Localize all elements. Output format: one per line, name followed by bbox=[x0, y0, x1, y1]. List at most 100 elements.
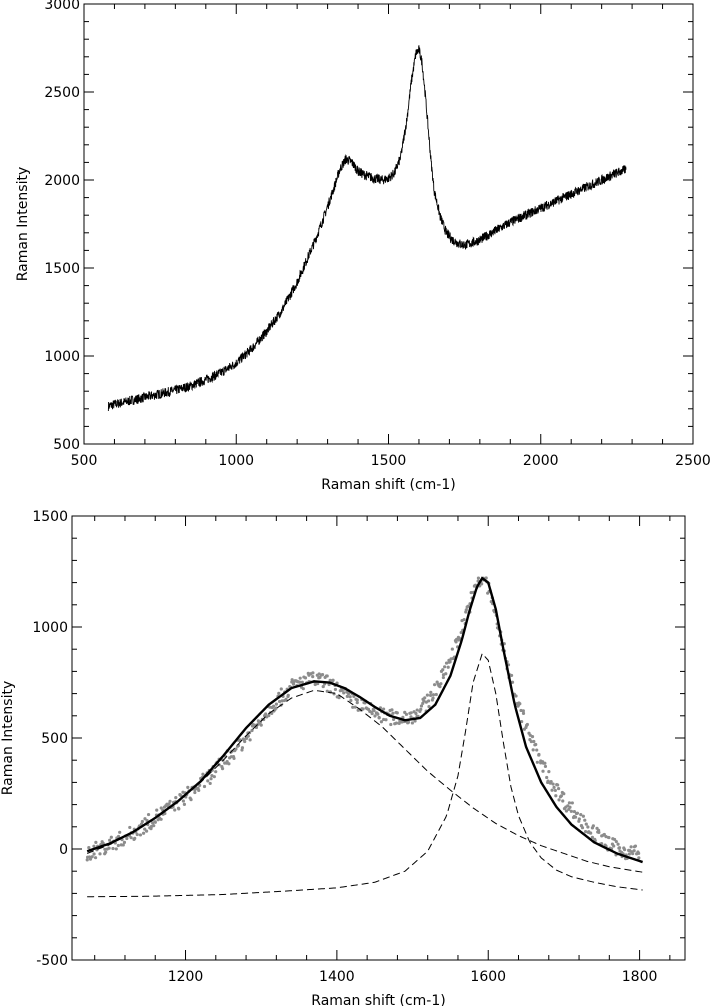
data-point bbox=[464, 608, 468, 612]
data-point bbox=[597, 830, 601, 835]
data-point bbox=[409, 711, 413, 715]
data-point bbox=[521, 709, 525, 713]
data-point bbox=[214, 770, 218, 774]
data-point bbox=[622, 848, 627, 852]
data-point bbox=[286, 693, 290, 697]
data-point bbox=[583, 818, 587, 822]
fit-component-line bbox=[87, 652, 643, 898]
data-point bbox=[174, 796, 178, 800]
data-point bbox=[426, 699, 431, 703]
data-point bbox=[525, 722, 529, 727]
data-point bbox=[181, 799, 185, 803]
data-point bbox=[562, 792, 566, 796]
data-point bbox=[532, 739, 536, 744]
data-point bbox=[202, 784, 207, 789]
data-point bbox=[466, 604, 470, 608]
data-point bbox=[227, 762, 231, 766]
data-point bbox=[376, 712, 380, 716]
data-point bbox=[143, 817, 147, 821]
data-point bbox=[116, 834, 121, 839]
data-point bbox=[318, 675, 322, 679]
data-point bbox=[346, 692, 351, 696]
y-tick-label: 1500 bbox=[32, 509, 68, 525]
data-point bbox=[141, 831, 146, 835]
data-point bbox=[272, 704, 276, 708]
data-point bbox=[133, 836, 137, 840]
top-chart: 500 1000 1500 2000 2500 500 1000 1500 2000 2500 30… bbox=[15, 0, 711, 493]
data-point bbox=[311, 674, 315, 679]
data-point bbox=[122, 840, 127, 844]
y-tick-label: 1000 bbox=[44, 349, 80, 365]
data-point bbox=[439, 682, 443, 686]
data-point bbox=[144, 829, 149, 833]
y-tick-label: 0 bbox=[59, 842, 68, 858]
data-point bbox=[370, 711, 374, 716]
data-point bbox=[391, 711, 395, 715]
data-point bbox=[153, 820, 157, 824]
data-point bbox=[348, 695, 352, 699]
data-point bbox=[298, 680, 302, 684]
data-point bbox=[267, 714, 271, 718]
data-point bbox=[484, 576, 488, 580]
data-point bbox=[361, 707, 365, 711]
data-point bbox=[210, 774, 214, 778]
data-point bbox=[572, 809, 576, 814]
data-point bbox=[553, 788, 557, 793]
data-point bbox=[88, 857, 93, 861]
x-tick-label: 1400 bbox=[319, 969, 355, 985]
data-point bbox=[434, 692, 438, 697]
data-point bbox=[349, 698, 353, 703]
data-point bbox=[274, 706, 278, 710]
spectrum-line bbox=[107, 45, 627, 412]
data-point bbox=[206, 779, 210, 783]
data-point bbox=[406, 720, 411, 724]
data-point bbox=[569, 809, 573, 813]
data-point bbox=[556, 783, 560, 787]
data-point bbox=[535, 760, 539, 764]
data-point bbox=[168, 799, 172, 803]
data-point bbox=[395, 711, 399, 715]
data-point bbox=[581, 814, 585, 818]
data-point bbox=[586, 825, 590, 829]
data-point bbox=[454, 640, 458, 644]
data-point bbox=[575, 811, 580, 815]
scatter-series bbox=[85, 576, 641, 862]
data-point bbox=[220, 766, 225, 771]
data-point bbox=[300, 680, 304, 684]
data-point bbox=[612, 844, 616, 848]
data-point bbox=[118, 830, 122, 834]
data-point bbox=[389, 722, 393, 727]
data-point bbox=[549, 780, 553, 784]
data-point bbox=[177, 807, 181, 811]
x-tick-label: 500 bbox=[71, 453, 98, 469]
data-point bbox=[92, 844, 96, 848]
data-point bbox=[311, 671, 315, 675]
data-point bbox=[431, 693, 436, 697]
data-point bbox=[372, 708, 376, 713]
data-point bbox=[476, 576, 481, 580]
data-point bbox=[591, 824, 595, 828]
data-point bbox=[381, 707, 386, 711]
data-point bbox=[277, 699, 282, 704]
data-point bbox=[167, 802, 171, 806]
data-point bbox=[232, 756, 236, 761]
data-point bbox=[248, 738, 252, 742]
x-tick-label: 1200 bbox=[168, 969, 204, 985]
data-point bbox=[240, 746, 245, 750]
data-point bbox=[394, 721, 399, 725]
data-point bbox=[264, 712, 268, 716]
data-point bbox=[250, 728, 254, 733]
data-point bbox=[159, 817, 163, 821]
data-point bbox=[423, 696, 427, 700]
data-point bbox=[152, 824, 156, 828]
data-point bbox=[391, 717, 396, 722]
data-point bbox=[114, 847, 118, 851]
data-point bbox=[480, 582, 484, 586]
data-point bbox=[422, 699, 426, 703]
data-point bbox=[129, 836, 133, 840]
data-point bbox=[109, 835, 113, 839]
data-point bbox=[209, 777, 213, 781]
data-point bbox=[155, 808, 159, 812]
data-point bbox=[409, 715, 413, 719]
data-point bbox=[85, 858, 89, 862]
